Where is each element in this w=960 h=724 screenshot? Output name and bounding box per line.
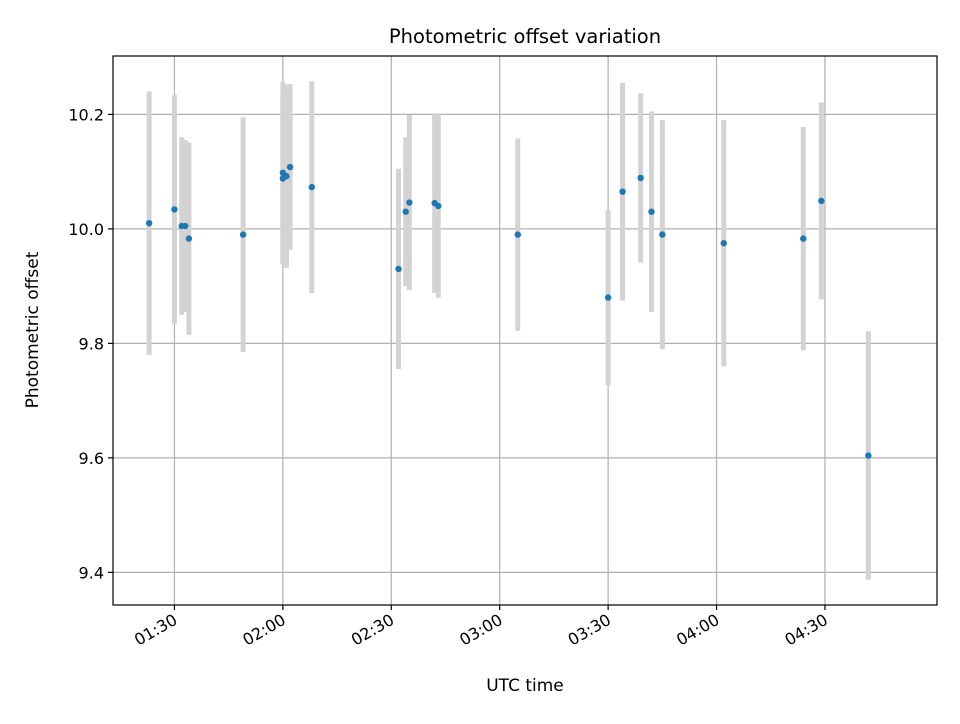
- data-point: [720, 239, 727, 247]
- y-tick-label: 9.4: [79, 563, 104, 582]
- data-point: [659, 231, 666, 238]
- data-point: [514, 231, 521, 238]
- plot-frame: [112, 55, 938, 606]
- data-point: [619, 188, 626, 195]
- y-tick-label: 9.6: [79, 449, 104, 468]
- data-point: [648, 208, 655, 215]
- data-point: [435, 202, 442, 210]
- data-point: [182, 222, 189, 230]
- y-axis-label: Photometric offset: [23, 251, 43, 408]
- data-point: [637, 174, 644, 182]
- data-point: [286, 163, 294, 171]
- data-point: [402, 208, 409, 215]
- data-markers: [145, 163, 872, 459]
- axis-ticks: 9.49.69.810.010.201:30 02:00 02:30 03:00 03:…: [68, 105, 831, 649]
- data-point: [283, 173, 290, 180]
- data-point: [239, 231, 247, 238]
- data-point: [800, 235, 807, 242]
- data-point: [604, 294, 612, 301]
- data-point: [865, 452, 872, 459]
- chart-title: Photometric offset variation: [389, 25, 661, 48]
- data-point: [406, 199, 413, 206]
- data-point: [308, 183, 315, 191]
- y-tick-label: 9.8: [79, 334, 104, 353]
- y-tick-label: 10.0: [68, 220, 104, 239]
- data-point: [145, 219, 153, 227]
- data-point: [818, 197, 825, 205]
- data-point: [395, 265, 402, 273]
- y-tick-label: 10.2: [68, 105, 104, 124]
- data-point: [185, 235, 193, 242]
- data-point: [171, 206, 178, 213]
- x-axis-label: UTC time: [486, 676, 564, 696]
